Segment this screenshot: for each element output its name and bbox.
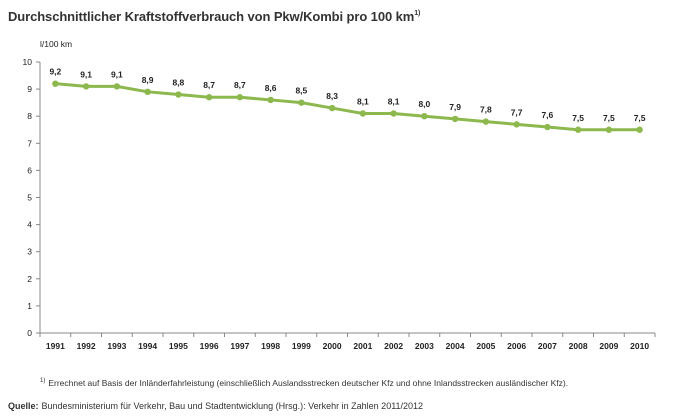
data-point (267, 96, 274, 104)
data-point (605, 126, 613, 133)
x-tick-label: 1991 (46, 341, 65, 351)
y-tick-label: 0 (27, 328, 32, 338)
x-tick-label: 1997 (230, 341, 249, 351)
y-tick-label: 3 (27, 247, 32, 257)
y-tick-label: 10 (23, 57, 33, 67)
data-label: 7,7 (511, 107, 523, 117)
data-point (144, 88, 151, 96)
data-point (636, 126, 643, 133)
data-point (328, 104, 336, 112)
data-label: 7,5 (603, 113, 615, 123)
x-tick-label: 2004 (446, 341, 465, 351)
title-footnote-marker: 1) (414, 10, 421, 17)
data-label: 7,5 (634, 113, 646, 123)
series-line (55, 82, 640, 132)
data-label: 8,1 (388, 96, 400, 106)
y-tick-label: 4 (27, 220, 32, 230)
data-point (482, 118, 490, 125)
data-point (205, 94, 213, 101)
data-point (421, 113, 428, 120)
data-label: 7,9 (449, 102, 461, 112)
data-label: 8,9 (142, 75, 154, 85)
data-series: 9,2 9,1 9,1 8,9 8,8 8,7 8,7 8,6 8,5 8,3 8,1 8,1 8,0 7… (49, 67, 646, 133)
data-label: 8,3 (326, 91, 338, 101)
data-point (574, 126, 582, 133)
x-tick-label: 1998 (261, 341, 280, 351)
source-line: Quelle: Bundesministerium für Verkehr, Ba… (8, 401, 423, 411)
data-label: 8,7 (234, 80, 246, 90)
data-label: 9,2 (49, 67, 61, 77)
footnote-text: Errechnet auf Basis der Inländerfahrleis… (48, 378, 569, 388)
footnote: 1) Errechnet auf Basis der Inländerfahrle… (40, 378, 568, 388)
data-label: 7,6 (541, 110, 553, 120)
data-point (236, 94, 244, 101)
y-axis-label: l/100 km (40, 39, 72, 49)
x-tick-label: 2002 (384, 341, 403, 351)
data-label: 7,8 (480, 105, 492, 115)
data-point (359, 110, 367, 117)
x-tick-label: 2007 (538, 341, 557, 351)
x-tick-label: 1994 (138, 341, 157, 351)
data-label: 8,6 (265, 83, 277, 93)
footnote-marker: 1) (40, 378, 46, 384)
y-tick-label: 6 (27, 165, 32, 175)
data-label: 8,5 (295, 86, 307, 96)
chart-title: Durchschnittlicher Kraftstoffverbrauch v… (8, 9, 420, 24)
x-tick-label: 1996 (200, 341, 219, 351)
data-label: 8,7 (203, 80, 215, 90)
data-point (544, 123, 551, 131)
x-tick-label: 1992 (77, 341, 96, 351)
data-point (52, 80, 59, 87)
data-label: 9,1 (111, 69, 123, 79)
data-label: 7,5 (572, 113, 584, 123)
y-tick-label: 1 (27, 301, 32, 311)
x-tick-label: 1993 (107, 341, 126, 351)
source-label: Quelle: (8, 401, 39, 411)
source-text: Bundesministerium für Verkehr, Bau und S… (41, 401, 424, 411)
chart-title-text: Durchschnittlicher Kraftstoffverbrauch v… (8, 9, 415, 24)
x-tick-label: 2003 (415, 341, 434, 351)
data-label: 8,8 (172, 78, 184, 88)
x-tick-label: 2010 (630, 341, 649, 351)
data-point (113, 83, 121, 90)
data-point (451, 115, 459, 123)
x-tick-label: 2008 (569, 341, 588, 351)
y-tick-label: 9 (27, 84, 32, 94)
y-tick-label: 2 (27, 274, 32, 284)
x-tick-label: 2006 (507, 341, 526, 351)
x-tick-label: 1999 (292, 341, 311, 351)
data-point (82, 83, 90, 90)
y-axis: 0 1 2 3 4 5 6 7 8 9 10 (23, 57, 41, 338)
y-tick-label: 5 (27, 193, 32, 203)
data-point (175, 91, 182, 98)
data-label: 8,1 (357, 96, 369, 106)
x-tick-label: 2000 (323, 341, 342, 351)
y-tick-label: 7 (27, 138, 32, 148)
data-label: 8,0 (418, 99, 430, 109)
x-tick-label: 2005 (476, 341, 495, 351)
data-point (298, 99, 305, 106)
x-tick-label: 1995 (169, 341, 188, 351)
data-point (513, 121, 520, 128)
data-point (390, 110, 397, 117)
x-tick-label: 2009 (599, 341, 618, 351)
x-axis: 1991 1992 1993 1994 1995 1996 1997 1998 1999 2000… (39, 332, 656, 351)
x-tick-label: 2001 (353, 341, 372, 351)
y-tick-label: 8 (27, 111, 32, 121)
data-label: 9,1 (80, 69, 92, 79)
